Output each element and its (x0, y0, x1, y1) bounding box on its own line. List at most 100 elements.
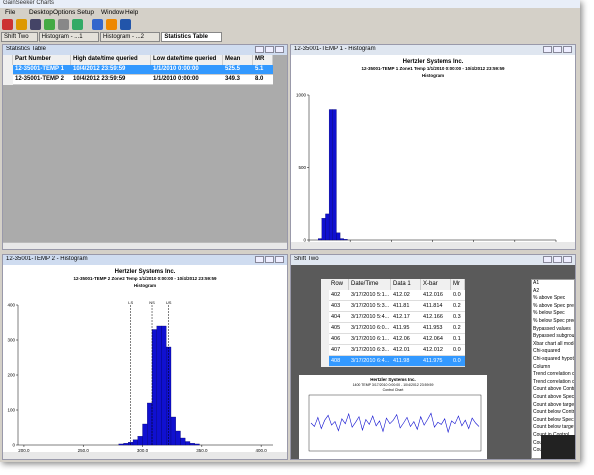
window-button[interactable] (553, 46, 562, 53)
window-button[interactable] (563, 46, 572, 53)
window-button[interactable] (553, 256, 562, 263)
table-cell[interactable]: 3/17/2010 6:3... (349, 345, 391, 356)
row-header[interactable] (321, 301, 329, 312)
window-button[interactable] (275, 46, 284, 53)
list-item[interactable]: Trend correlation co (533, 371, 575, 378)
row-header[interactable] (3, 65, 13, 75)
row-header[interactable] (321, 345, 329, 356)
list-item[interactable]: Count above Contro (533, 386, 575, 393)
menu-item[interactable]: Setup (77, 9, 94, 16)
table-cell[interactable]: 0.0 (451, 345, 465, 356)
toolbar-button[interactable] (16, 19, 27, 30)
table-cell[interactable]: 0.1 (451, 334, 465, 345)
list-item[interactable]: Chi-squared hypoth (533, 356, 575, 362)
table-cell[interactable]: 1/1/2010 0:00:00 (151, 75, 223, 85)
table-cell[interactable]: 404 (329, 312, 349, 323)
table-cell[interactable]: 5.1 (253, 65, 273, 75)
table-cell[interactable]: 3/17/2010 6:4... (349, 356, 391, 367)
window-button[interactable] (265, 46, 274, 53)
row-header[interactable] (321, 290, 329, 301)
window-button[interactable] (265, 256, 274, 263)
table-cell[interactable]: 0.0 (451, 290, 465, 301)
toolbar-button[interactable] (58, 19, 69, 30)
table-cell[interactable]: 412.02 (391, 290, 421, 301)
table-cell[interactable]: 403 (329, 301, 349, 312)
toolbar-button[interactable] (72, 19, 83, 30)
table-cell[interactable]: 10/4/2012 23:59:59 (71, 75, 151, 85)
table-cell[interactable]: 0.2 (451, 323, 465, 334)
table-cell[interactable]: 3/17/2010 6:1... (349, 334, 391, 345)
table-cell[interactable]: 3/17/2010 6:0... (349, 323, 391, 334)
table-cell[interactable]: 8.0 (253, 75, 273, 85)
table-cell[interactable]: 412.166 (421, 312, 451, 323)
scrollbar[interactable] (3, 242, 287, 249)
window-button[interactable] (543, 46, 552, 53)
table-cell[interactable]: 0.2 (451, 301, 465, 312)
list-item[interactable]: A1 (533, 280, 540, 286)
list-item[interactable]: % below Spec (533, 310, 565, 317)
scrollbar[interactable] (291, 242, 575, 249)
table-cell[interactable]: 3/17/2010 5:4... (349, 312, 391, 323)
list-item[interactable]: Trend correlation co (533, 378, 575, 385)
tab[interactable]: Shift Two (1, 32, 38, 42)
table-cell[interactable]: 0.0 (451, 356, 465, 367)
row-header[interactable] (321, 334, 329, 345)
menu-item[interactable]: Help (125, 9, 139, 16)
table-cell[interactable]: 411.953 (421, 323, 451, 334)
toolbar-button[interactable] (92, 19, 103, 30)
table-cell[interactable]: 411.814 (421, 301, 451, 312)
table-cell[interactable]: 411.98 (391, 356, 421, 367)
toolbar-button[interactable] (106, 19, 117, 30)
list-item[interactable]: % above Spec pred (533, 302, 575, 309)
list-item[interactable]: Count above Spec (533, 394, 575, 400)
list-item[interactable]: Bypassed values (533, 325, 571, 332)
row-header[interactable] (321, 356, 329, 367)
list-item[interactable]: Chi-squared (533, 348, 561, 355)
table-cell[interactable]: 402 (329, 290, 349, 301)
table-cell[interactable]: 411.95 (391, 323, 421, 334)
table-cell[interactable]: 412.17 (391, 312, 421, 323)
menu-item[interactable]: Window (101, 9, 125, 16)
table-cell[interactable]: 412.064 (421, 334, 451, 345)
row-header[interactable] (321, 312, 329, 323)
tab[interactable]: Statistics Table (161, 32, 222, 42)
row-header[interactable] (321, 323, 329, 334)
window-button[interactable] (255, 46, 264, 53)
list-item[interactable]: Xbar chart all mode (533, 340, 575, 347)
toolbar-button[interactable] (2, 19, 13, 30)
table-cell[interactable]: 525.5 (223, 65, 253, 75)
table-cell[interactable]: 412.016 (421, 290, 451, 301)
tab[interactable]: Histogram - ...1 (38, 32, 99, 42)
list-item[interactable]: Bypassed subgroups (533, 333, 575, 340)
table-cell[interactable]: 412.01 (391, 345, 421, 356)
table-cell[interactable]: 12-35001-TEMP 2 (13, 75, 71, 85)
table-cell[interactable]: 408 (329, 356, 349, 367)
window-button[interactable] (275, 256, 284, 263)
table-cell[interactable]: 412.06 (391, 334, 421, 345)
table-cell[interactable]: 12-35001-TEMP 1 (13, 65, 71, 75)
table-cell[interactable]: 3/17/2010 5:1... (349, 290, 391, 301)
table-cell[interactable]: 411.81 (391, 301, 421, 312)
list-item[interactable]: Count below Contro (533, 409, 575, 416)
menu-item[interactable]: Desktop (29, 9, 53, 16)
table-cell[interactable]: 1/1/2010 0:00:00 (151, 65, 223, 75)
list-item[interactable]: Count below Spec (533, 416, 574, 423)
toolbar-button[interactable] (120, 19, 131, 30)
list-item[interactable]: Count below target (533, 424, 575, 431)
tab[interactable]: Histogram - ...2 (100, 32, 161, 42)
list-item[interactable]: A2 (533, 287, 540, 294)
scrollbar[interactable] (3, 452, 287, 459)
toolbar-button[interactable] (30, 19, 41, 30)
table-cell[interactable]: 407 (329, 345, 349, 356)
list-item[interactable]: Count above target (533, 401, 575, 408)
row-header[interactable] (3, 75, 13, 85)
table-cell[interactable]: 405 (329, 323, 349, 334)
window-button[interactable] (255, 256, 264, 263)
table-cell[interactable]: 349.3 (223, 75, 253, 85)
table-cell[interactable]: 406 (329, 334, 349, 345)
window-button[interactable] (543, 256, 552, 263)
list-item[interactable]: Column (533, 363, 551, 370)
list-item[interactable]: % above Spec (533, 295, 566, 302)
toolbar-button[interactable] (44, 19, 55, 30)
table-cell[interactable]: 10/4/2012 23:59:59 (71, 65, 151, 75)
